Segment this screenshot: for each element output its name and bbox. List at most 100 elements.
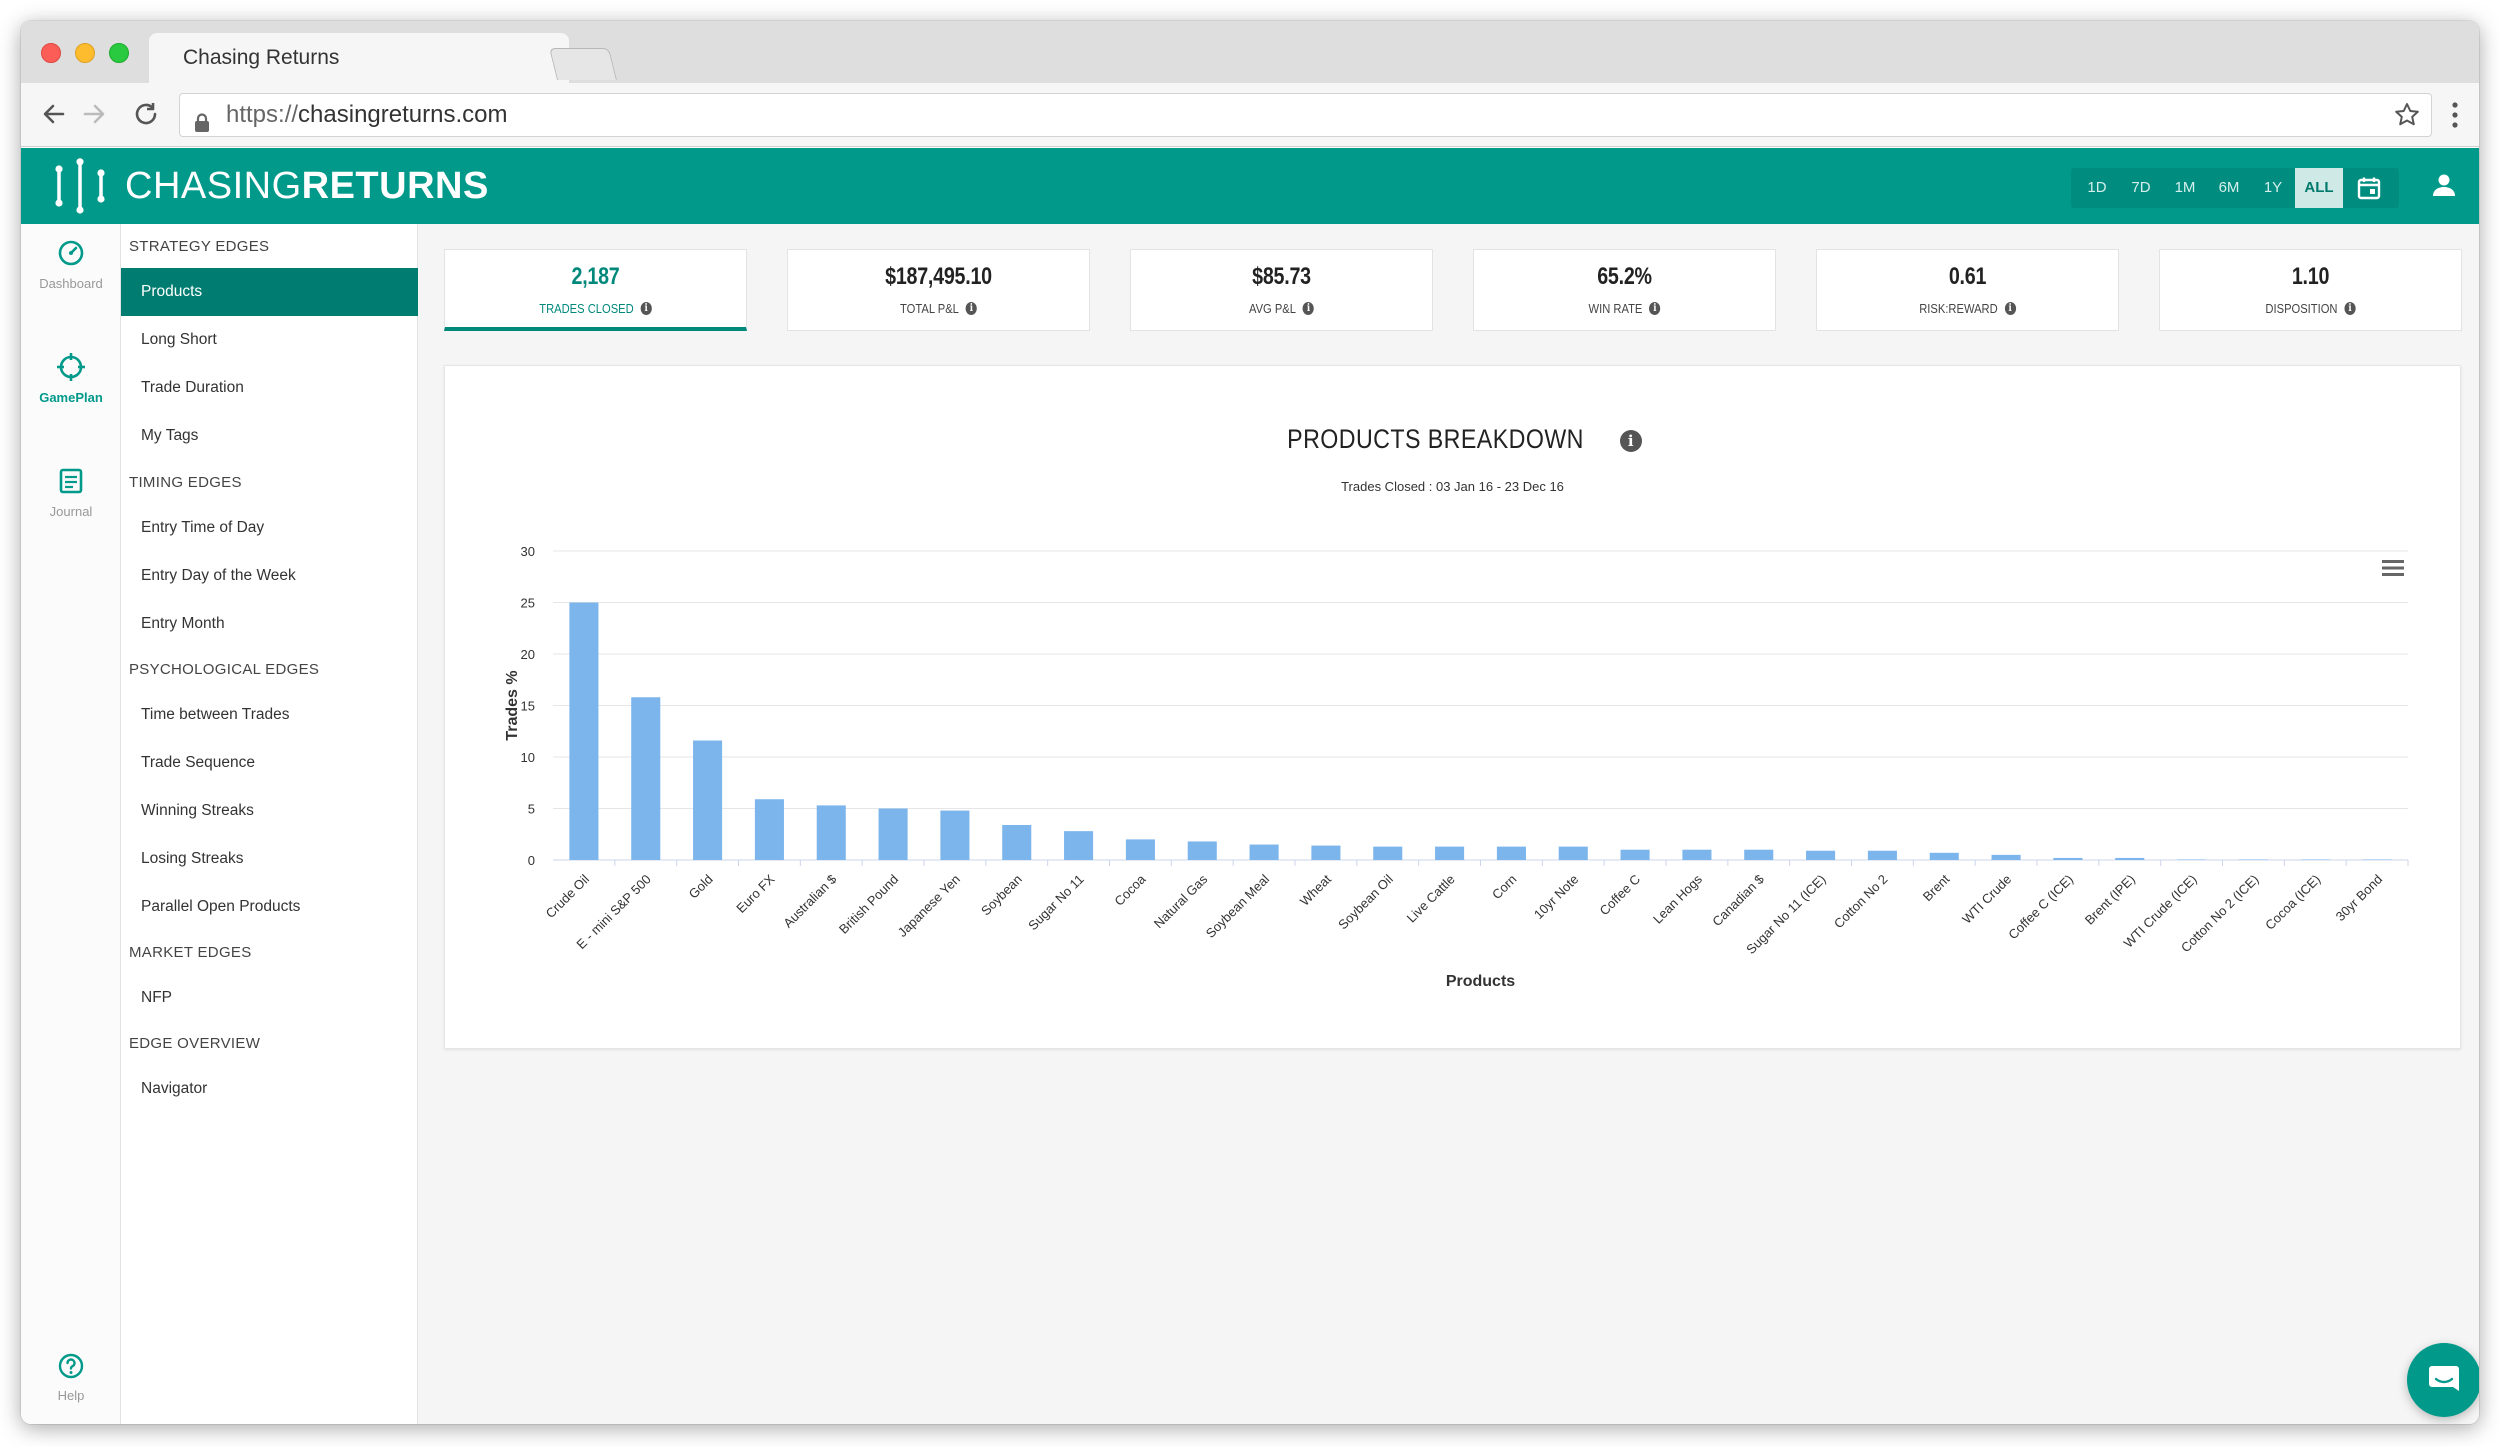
nav-item-winning-streaks[interactable]: Winning Streaks bbox=[141, 802, 254, 819]
bar[interactable] bbox=[2053, 857, 2083, 860]
nav-item-entry-month[interactable]: Entry Month bbox=[141, 615, 225, 632]
nav-item-navigator[interactable]: Navigator bbox=[141, 1080, 208, 1097]
bookmark-star-icon[interactable] bbox=[2393, 101, 2421, 143]
bar[interactable] bbox=[2300, 859, 2330, 860]
hamburger-menu-icon bbox=[2382, 560, 2404, 576]
nav-item-entry-day-of-week[interactable]: Entry Day of the Week bbox=[141, 567, 296, 584]
nav-item-parallel-open-products[interactable]: Parallel Open Products bbox=[141, 898, 301, 915]
bar[interactable] bbox=[1064, 831, 1094, 860]
info-icon[interactable]: i bbox=[640, 302, 652, 315]
rail-journal[interactable]: Journal bbox=[21, 466, 121, 519]
minimize-window-button[interactable] bbox=[75, 43, 95, 63]
info-icon[interactable]: i bbox=[2344, 302, 2356, 315]
stat-card-avg-pl[interactable]: $85.73 AVG P&L i bbox=[1130, 249, 1433, 331]
range-all-button[interactable]: ALL bbox=[2295, 168, 2343, 208]
nav-item-entry-time-of-day[interactable]: Entry Time of Day bbox=[141, 519, 265, 536]
browser-titlebar: Chasing Returns bbox=[21, 21, 2479, 83]
info-icon[interactable]: i bbox=[965, 302, 977, 315]
bar[interactable] bbox=[693, 740, 723, 860]
stat-card-total-pl[interactable]: $187,495.10 TOTAL P&L i bbox=[787, 249, 1090, 331]
range-6m-button[interactable]: 6M bbox=[2218, 179, 2240, 196]
gauge-icon bbox=[58, 240, 84, 266]
info-icon[interactable]: i bbox=[2004, 302, 2016, 315]
section-edge-overview: EDGE OVERVIEW bbox=[129, 1035, 261, 1052]
bar[interactable] bbox=[940, 810, 970, 860]
range-1y-button[interactable]: 1Y bbox=[2263, 179, 2283, 196]
logo[interactable]: CHASINGRETURNS bbox=[51, 158, 489, 214]
stat-card-trades-closed[interactable]: 2,187 TRADES CLOSED i bbox=[444, 249, 747, 331]
chat-launcher-button[interactable] bbox=[2407, 1343, 2479, 1417]
browser-menu-button[interactable] bbox=[2445, 97, 2465, 133]
bar[interactable] bbox=[878, 808, 908, 861]
info-icon[interactable]: i bbox=[1302, 302, 1315, 315]
nav-item-my-tags[interactable]: My Tags bbox=[141, 427, 199, 444]
range-7d-button[interactable]: 7D bbox=[2131, 179, 2151, 196]
x-tick-label: British Pound bbox=[836, 872, 901, 937]
zoom-window-button[interactable] bbox=[109, 43, 129, 63]
edges-subnav: STRATEGY EDGES Products Long Short Trade… bbox=[121, 224, 418, 1424]
bar[interactable] bbox=[1620, 849, 1650, 860]
back-button[interactable] bbox=[37, 97, 71, 131]
bar[interactable] bbox=[1496, 846, 1526, 860]
stat-risk-reward-value: 0.61 bbox=[1948, 263, 1987, 290]
chart-menu-button[interactable] bbox=[2382, 559, 2404, 582]
forward-button[interactable] bbox=[77, 97, 111, 131]
bar[interactable] bbox=[1867, 850, 1897, 860]
range-1m-button[interactable]: 1M bbox=[2174, 179, 2196, 196]
bar[interactable] bbox=[1435, 846, 1465, 860]
stat-card-disposition[interactable]: 1.10 DISPOSITION i bbox=[2159, 249, 2462, 331]
url-input[interactable]: https://chasingreturns.com bbox=[179, 93, 2432, 137]
nav-item-nfp[interactable]: NFP bbox=[141, 989, 172, 1006]
browser-tab-title: Chasing Returns bbox=[183, 46, 340, 69]
rail-help[interactable]: Help bbox=[21, 1352, 121, 1403]
nav-item-trade-sequence[interactable]: Trade Sequence bbox=[141, 754, 256, 771]
nav-item-time-between-trades[interactable]: Time between Trades bbox=[141, 706, 290, 723]
logo-mark-icon bbox=[55, 158, 105, 214]
rail-dashboard[interactable]: Dashboard bbox=[21, 238, 121, 291]
bar[interactable] bbox=[1806, 850, 1836, 860]
info-icon[interactable]: i bbox=[1620, 429, 1643, 452]
bar[interactable] bbox=[569, 602, 599, 861]
bar[interactable] bbox=[1991, 854, 2021, 860]
close-window-button[interactable] bbox=[41, 43, 61, 63]
stat-win-rate-label: WIN RATE bbox=[1588, 301, 1643, 316]
bar[interactable] bbox=[2362, 859, 2392, 860]
nav-item-products[interactable]: Products bbox=[121, 268, 418, 316]
bar[interactable] bbox=[1929, 852, 1959, 860]
bar[interactable] bbox=[631, 697, 661, 860]
y-tick-label: 5 bbox=[528, 802, 535, 817]
browser-tab-active[interactable]: Chasing Returns bbox=[149, 33, 569, 83]
bar[interactable] bbox=[1125, 839, 1155, 860]
bar[interactable] bbox=[2115, 857, 2145, 860]
bar[interactable] bbox=[1311, 845, 1341, 860]
rail-gameplan[interactable]: GamePlan bbox=[21, 352, 121, 405]
nav-item-long-short[interactable]: Long Short bbox=[141, 331, 217, 348]
bar[interactable] bbox=[754, 799, 784, 860]
y-tick-label: 30 bbox=[521, 544, 535, 559]
new-tab-button[interactable] bbox=[549, 48, 617, 80]
url-scheme: https:// bbox=[226, 101, 299, 128]
bar[interactable] bbox=[1682, 849, 1712, 860]
reload-button[interactable] bbox=[129, 97, 163, 131]
bar[interactable] bbox=[1249, 844, 1279, 860]
range-1d-button[interactable]: 1D bbox=[2087, 179, 2107, 196]
date-range-selector: 1D 7D 1M 6M 1Y ALL bbox=[2071, 168, 2399, 208]
nav-item-losing-streaks[interactable]: Losing Streaks bbox=[141, 850, 244, 867]
bar[interactable] bbox=[2238, 859, 2268, 860]
bar[interactable] bbox=[1187, 841, 1217, 860]
bar[interactable] bbox=[1373, 846, 1403, 860]
nav-item-trade-duration[interactable]: Trade Duration bbox=[141, 379, 244, 396]
stat-card-win-rate[interactable]: 65.2% WIN RATE i bbox=[1473, 249, 1776, 331]
bar[interactable] bbox=[816, 805, 846, 860]
calendar-button[interactable] bbox=[2343, 168, 2395, 208]
bar[interactable] bbox=[1002, 824, 1032, 860]
bar[interactable] bbox=[2177, 859, 2207, 860]
stat-card-risk-reward[interactable]: 0.61 RISK:REWARD i bbox=[1816, 249, 2119, 331]
bar[interactable] bbox=[1558, 846, 1588, 860]
bar[interactable] bbox=[1744, 849, 1774, 860]
user-profile-button[interactable] bbox=[2431, 172, 2457, 203]
x-tick-label: Canadian $ bbox=[1709, 871, 1767, 929]
info-icon[interactable]: i bbox=[1649, 302, 1661, 315]
stat-total-pl-label: TOTAL P&L bbox=[900, 301, 959, 316]
